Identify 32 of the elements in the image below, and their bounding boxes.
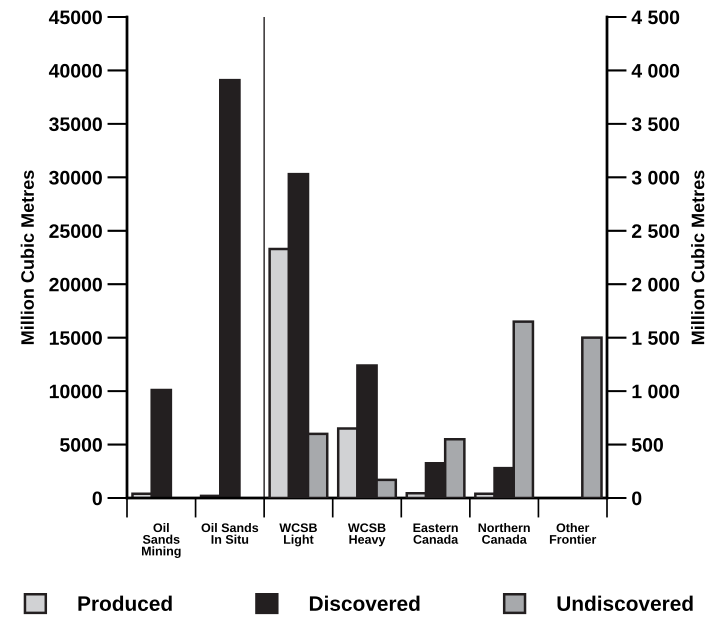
y-tick-label: 10000	[50, 384, 102, 398]
y-tick-label: 45000	[48, 10, 102, 24]
y2-tick-label: 500	[632, 438, 663, 452]
y2-tick-label: 2 500	[632, 224, 680, 238]
x-tick-label: WCSB Light	[279, 523, 317, 546]
y-tick-label: 20000	[49, 278, 102, 292]
y2-axis-title: Million Cubic Metres	[691, 170, 704, 344]
y-tick-label: 40000	[48, 64, 102, 78]
x-tick-label: Eastern Canada	[413, 523, 458, 544]
x-tick-label: Oil Sands In Situ	[202, 523, 258, 544]
y-tick-label: 0	[92, 491, 102, 506]
y-tick-label: 25000	[49, 224, 102, 238]
x-tick-label: Oil Sands Mining	[142, 523, 181, 558]
x-tick-label: WCSB Heavy	[348, 523, 386, 546]
y2-tick-label: 1 000	[632, 384, 680, 398]
legend-label: Produced	[78, 596, 172, 611]
y-axis-title: Million Cubic Metres	[20, 170, 34, 344]
y2-tick-label: 3 500	[632, 117, 680, 132]
x-tick-label: Other Frontier	[550, 523, 596, 544]
y-tick-label: 35000	[49, 117, 102, 132]
y2-tick-label: 2 000	[632, 278, 680, 292]
y2-tick-label: 1 500	[632, 331, 680, 345]
y2-tick-label: 4 500	[632, 10, 680, 24]
y-tick-label: 30000	[49, 170, 102, 185]
x-tick-label: Northern Canada	[478, 523, 530, 544]
legend-label: Undiscovered	[558, 596, 693, 611]
y-tick-label: 5000	[60, 438, 102, 452]
y2-tick-label: 4 000	[632, 64, 680, 78]
y-tick-label: 15000	[50, 331, 102, 345]
y2-tick-label: 3 000	[632, 170, 680, 185]
y2-tick-label: 0	[632, 491, 642, 506]
legend-label: Discovered	[310, 596, 420, 611]
